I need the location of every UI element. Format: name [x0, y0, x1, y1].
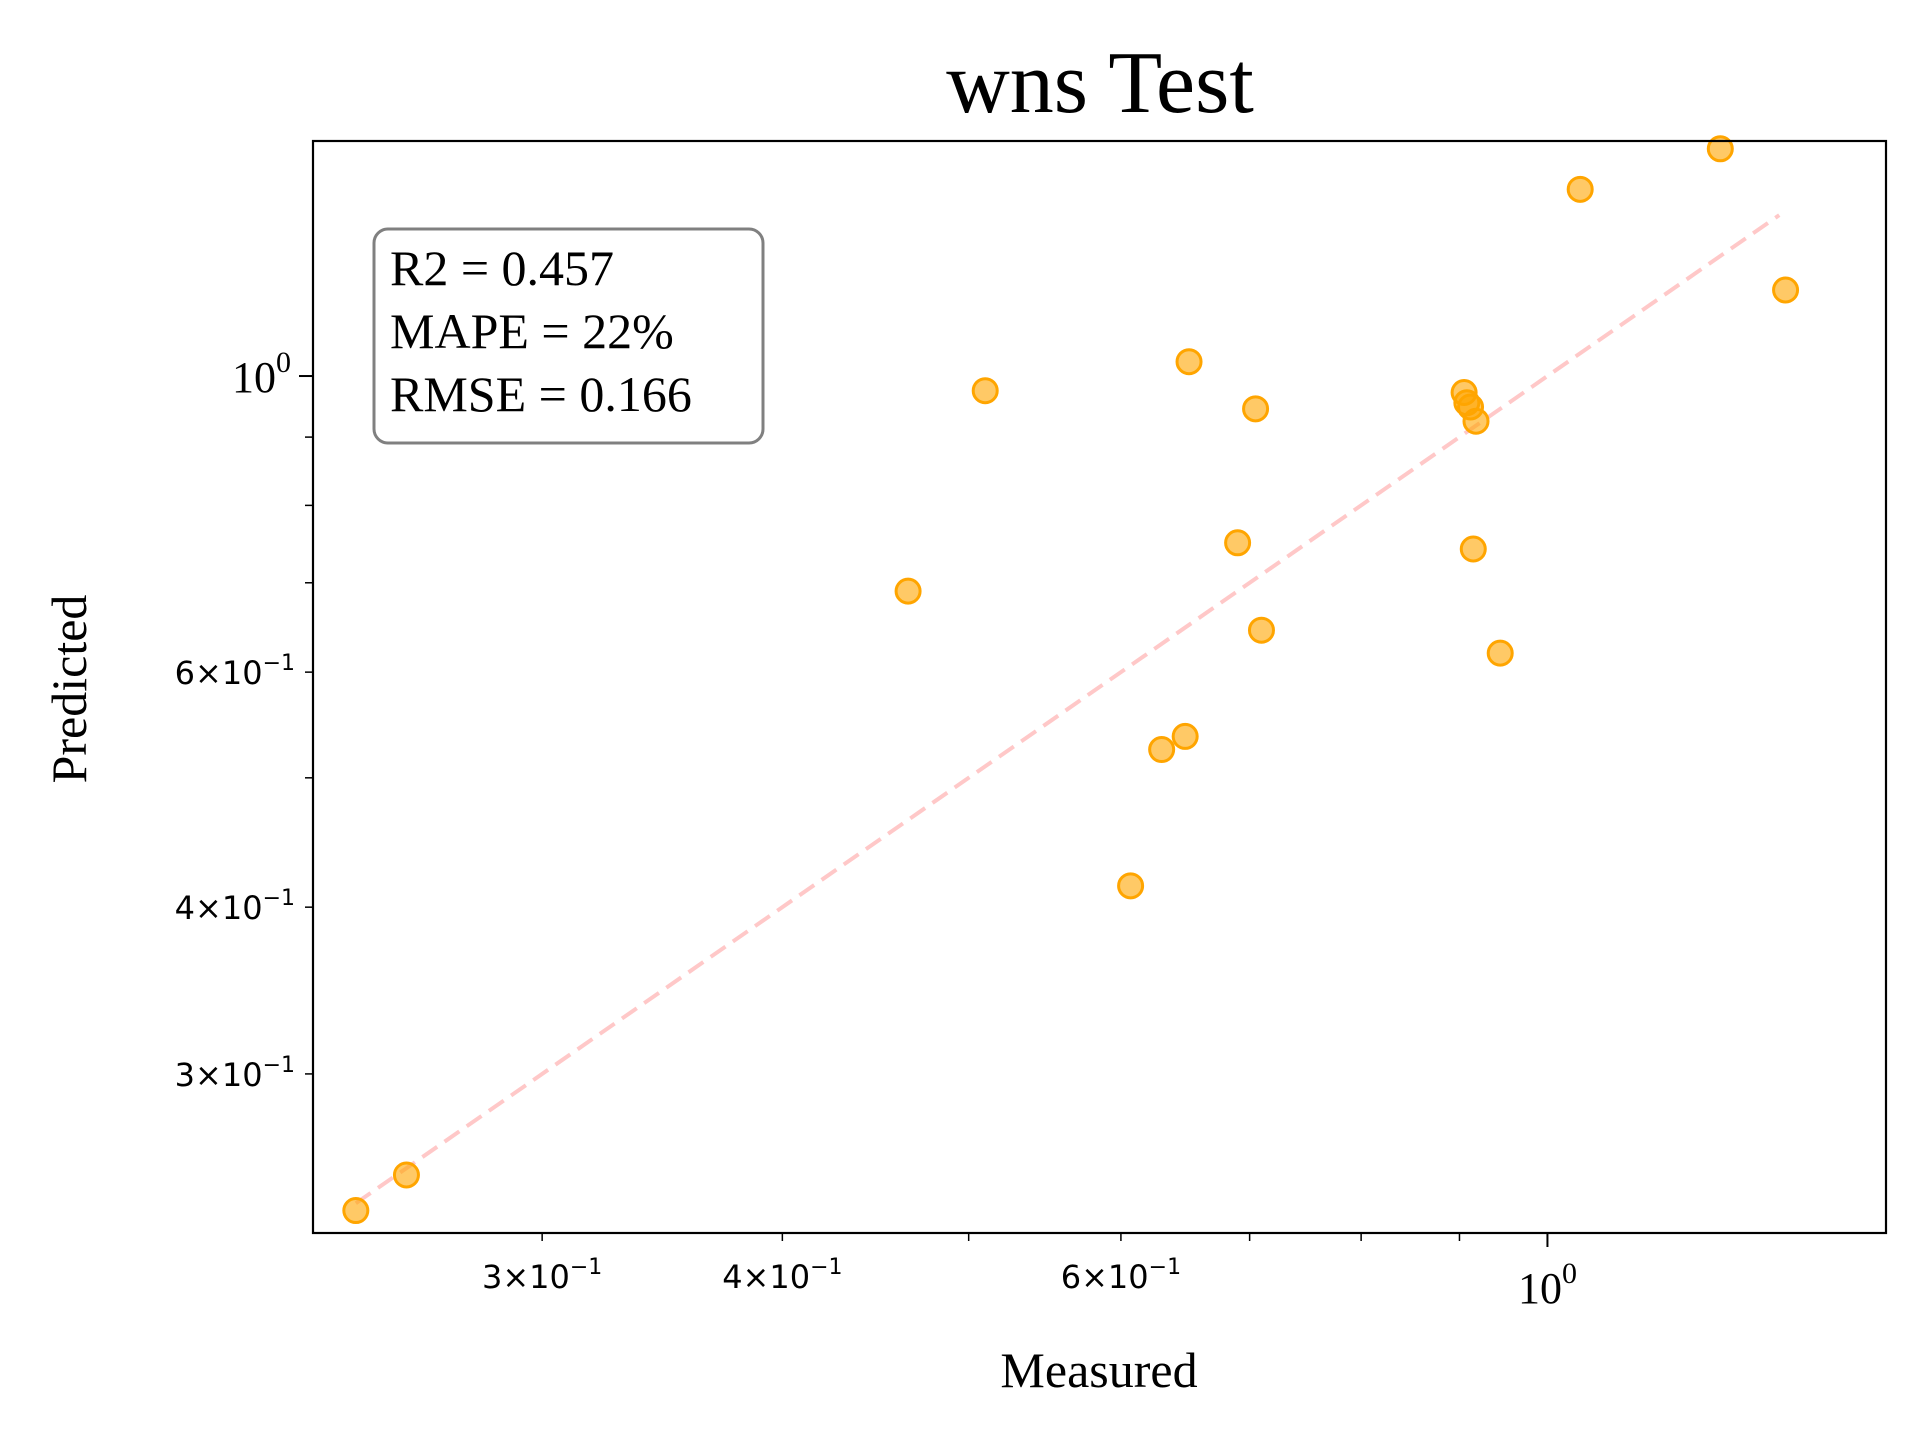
annotation-box [372, 227, 765, 445]
data-point [1247, 616, 1275, 644]
reference-line [354, 213, 1781, 1205]
data-point [1772, 276, 1800, 304]
data-point [392, 1161, 420, 1189]
data-point [1117, 872, 1145, 900]
y-tick-label: 4×10−1 [175, 886, 295, 927]
x-tick-label: 100 [1518, 1257, 1577, 1313]
data-point [1148, 736, 1176, 764]
data-point [1486, 639, 1514, 667]
data-point [1706, 135, 1734, 163]
y-tick-label: 6×10−1 [175, 651, 295, 692]
data-point [342, 1197, 370, 1225]
data-point [1462, 407, 1490, 435]
data-point [1242, 395, 1270, 423]
annotation-mape: MAPE = 22% [390, 303, 674, 359]
data-point [1171, 722, 1199, 750]
data-point [894, 577, 922, 605]
x-tick-label: 4×10−1 [722, 1255, 842, 1296]
y-axis-label: Predicted [41, 595, 97, 784]
annotation-rmse: RMSE = 0.166 [390, 366, 692, 422]
metrics-annotation: R2 = 0.457 MAPE = 22% RMSE = 0.166 [372, 227, 765, 445]
x-tick-label: 3×10−1 [482, 1255, 602, 1296]
data-point [1566, 175, 1594, 203]
chart-title: wns Test [946, 35, 1254, 132]
data-point [1175, 348, 1203, 376]
data-point [1459, 535, 1487, 563]
data-point [1224, 529, 1252, 557]
y-tick-label: 100 [232, 346, 291, 402]
x-tick-label: 6×10−1 [1061, 1255, 1181, 1296]
annotation-r2: R2 = 0.457 [390, 240, 614, 296]
y-tick-label: 3×10−1 [175, 1053, 295, 1094]
data-point [971, 377, 999, 405]
plot-frame [311, 139, 1888, 1235]
x-axis-label: Measured [1000, 1342, 1197, 1398]
